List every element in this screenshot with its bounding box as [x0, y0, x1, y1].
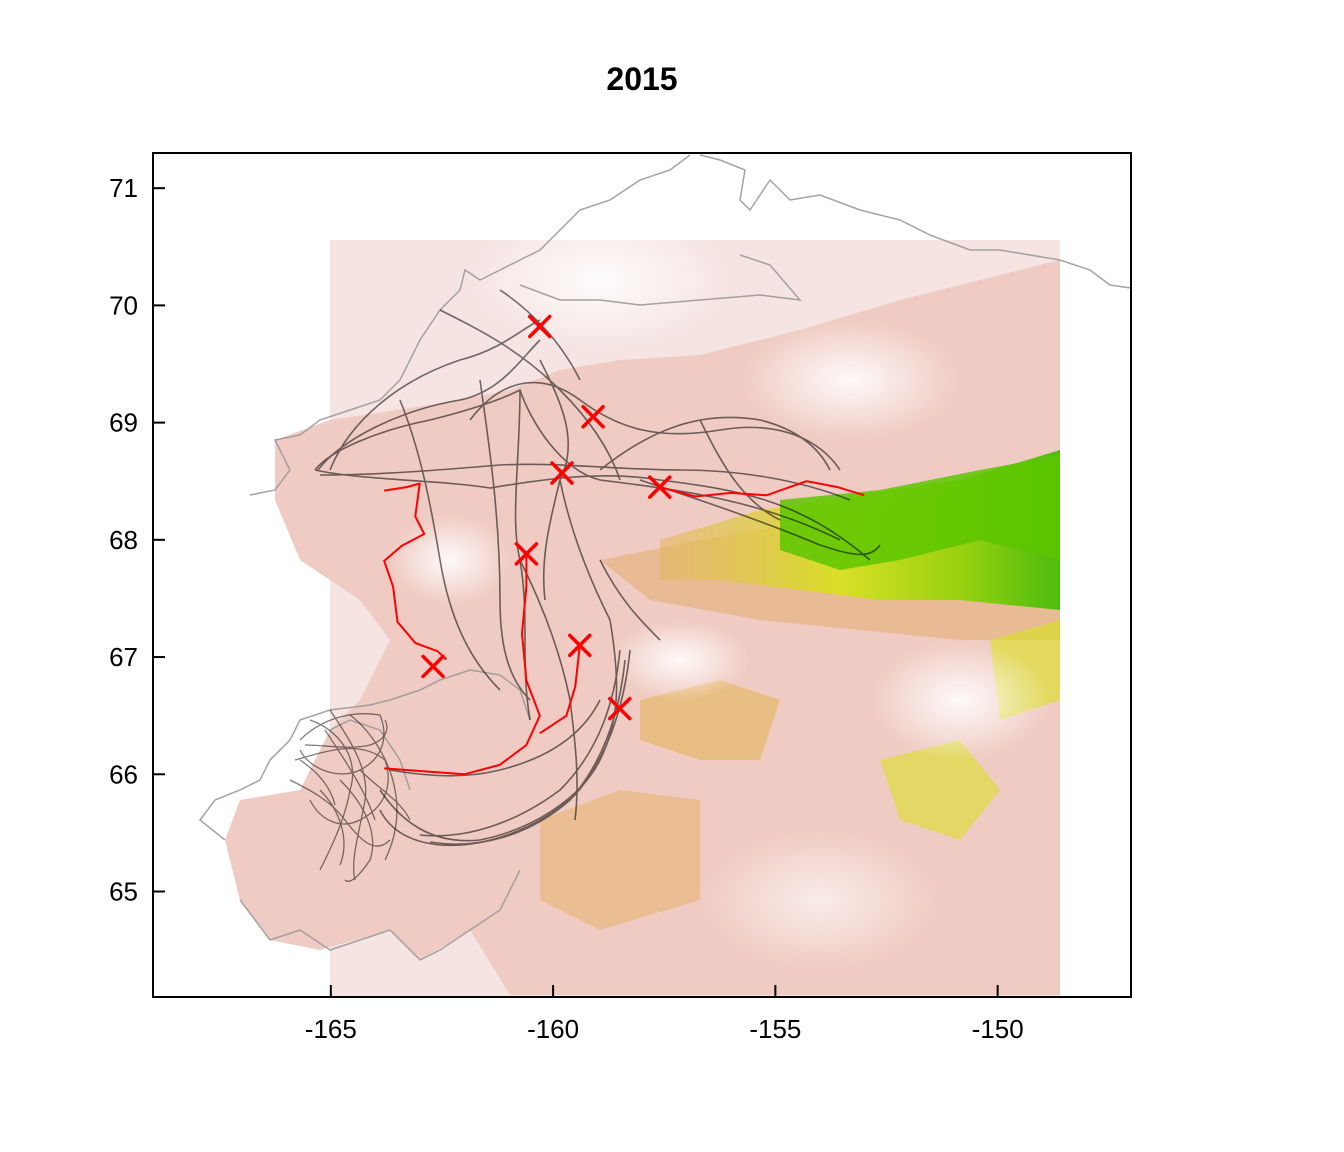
y-tick-label: 66 [109, 759, 138, 789]
y-axis: 65 66 67 68 69 70 71 [109, 173, 165, 907]
coastline [198, 154, 1131, 961]
x-marker [550, 461, 574, 485]
y-tick-label: 68 [109, 525, 138, 555]
highlight-track-line [659, 480, 865, 498]
y-tick-label: 67 [109, 642, 138, 672]
x-marker [581, 405, 605, 429]
x-tick-label: -150 [972, 1014, 1024, 1044]
plot-area [198, 154, 1131, 997]
y-tick-label: 70 [109, 290, 138, 320]
highlight-tracks [383, 480, 865, 776]
y-tick-label: 71 [109, 173, 138, 203]
elevation-raster [225, 210, 1060, 997]
x-tick-label: -160 [527, 1014, 579, 1044]
x-axis: -165 -160 -155 -150 [305, 985, 1024, 1044]
x-marker [608, 696, 632, 721]
wintering-cluster [289, 709, 411, 882]
x-marker [528, 314, 552, 339]
highlight-track-line [539, 645, 581, 735]
plot-frame [152, 152, 1132, 998]
marker-points [421, 314, 672, 721]
x-marker [568, 633, 592, 658]
chart-title: 2015 [606, 61, 677, 97]
x-tick-label: -155 [749, 1014, 801, 1044]
y-tick-label: 65 [109, 877, 138, 907]
x-marker [648, 475, 672, 499]
highlight-track-line [384, 553, 541, 776]
y-tick-label: 69 [109, 408, 138, 438]
highlight-track-line [383, 482, 448, 661]
x-marker [421, 654, 445, 679]
x-tick-label: -165 [305, 1014, 357, 1044]
x-marker [514, 542, 539, 566]
